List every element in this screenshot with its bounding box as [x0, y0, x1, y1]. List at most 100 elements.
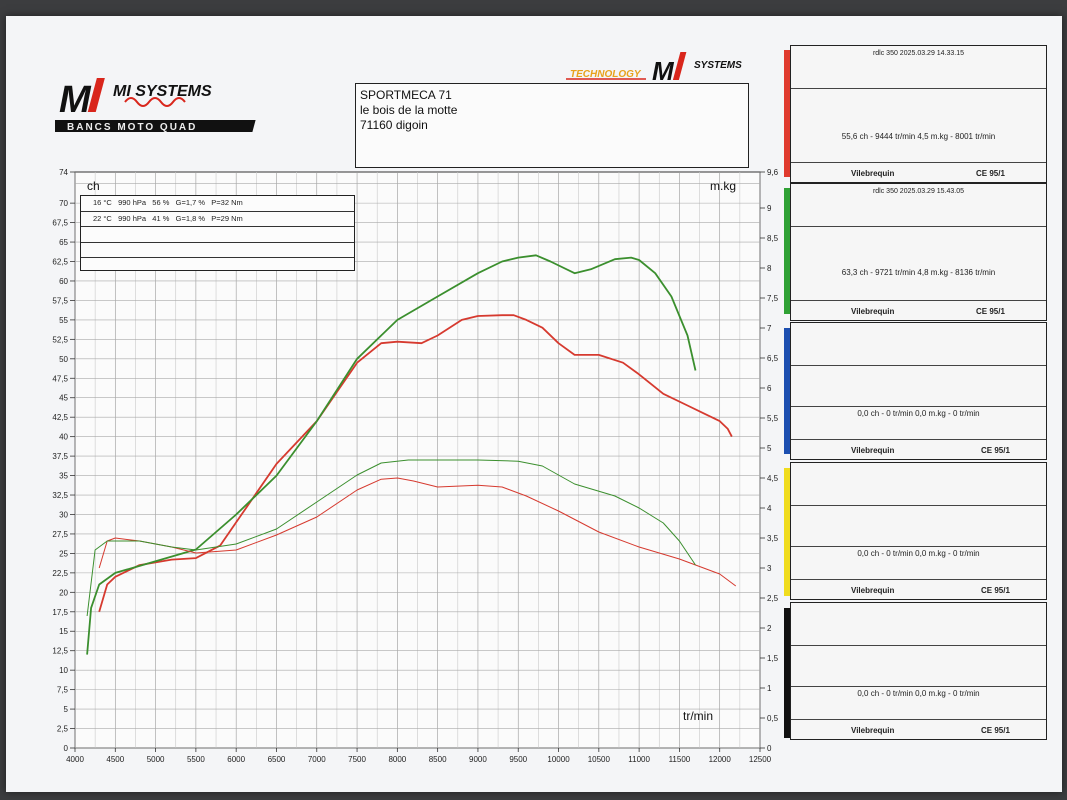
y-left-tick-label: 42,5: [52, 413, 68, 422]
y-left-tick-label: 17,5: [52, 608, 68, 617]
svg-text:M: M: [59, 79, 92, 121]
norm-label: CE 95/1: [981, 446, 1010, 455]
y-right-tick-label: 5,5: [767, 414, 779, 423]
x-tick-label: 11000: [628, 755, 650, 764]
y-left-tick-label: 70: [59, 199, 68, 208]
y-left-tick-label: 45: [59, 394, 68, 403]
run-color-strip-yellow: [784, 468, 792, 596]
run-header: rdlc 350 2025.03.29 14.33.15: [872, 50, 965, 57]
y-right-tick-label: 2: [767, 624, 772, 633]
y-left-tick-label: 50: [59, 355, 68, 364]
x-tick-label: 7500: [348, 755, 366, 764]
run-values: 63,3 ch - 9721 tr/min 4,8 m.kg - 8136 tr…: [841, 268, 996, 277]
run-header: rdlc 350 2025.03.29 15.43.05: [872, 188, 965, 195]
x-tick-label: 9000: [469, 755, 487, 764]
meteo-row: 22 °C 990 hPa 41 % G=1,8 % P=29 Nm: [81, 212, 354, 227]
address-line-1: SPORTMECA 71: [360, 88, 452, 102]
y-left-tick-label: 2,5: [57, 725, 69, 734]
y-right-tick-label: 2,5: [767, 594, 779, 603]
left-axis-label: ch: [87, 179, 100, 193]
norm-label: CE 95/1: [976, 307, 1005, 316]
svg-text:BANCS MOTO QUAD: BANCS MOTO QUAD: [67, 122, 197, 133]
y-right-tick-label: 1: [767, 684, 772, 693]
run-values: 0,0 ch - 0 tr/min 0,0 m.kg - 0 tr/min: [857, 689, 980, 698]
meteo-row: 16 °C 990 hPa 56 % G=1,7 % P=32 Nm: [81, 196, 354, 212]
y-right-tick-label: 6,5: [767, 354, 779, 363]
run-values: 0,0 ch - 0 tr/min 0,0 m.kg - 0 tr/min: [857, 549, 980, 558]
run-color-strip-red: [784, 50, 792, 177]
norm-label: CE 95/1: [981, 726, 1010, 735]
x-tick-label: 10500: [588, 755, 611, 764]
y-right-tick-label: 6: [767, 384, 772, 393]
y-left-tick-label: 15: [59, 627, 68, 636]
crank-label: Vilebrequin: [851, 586, 895, 595]
y-right-tick-label: 4: [767, 504, 772, 513]
meteo-row: [81, 227, 354, 243]
svg-text:TECHNOLOGY: TECHNOLOGY: [570, 69, 642, 80]
run-panel-2: rdlc 350 2025.03.29 15.43.05 63,3 ch - 9…: [790, 183, 1047, 321]
y-right-tick-label: 9,6: [767, 168, 779, 177]
run-footer: Vilebrequin CE 95/1: [791, 579, 1046, 599]
y-left-tick-label: 62,5: [52, 258, 68, 267]
x-tick-label: 7000: [308, 755, 326, 764]
y-left-tick-label: 40: [59, 433, 68, 442]
y-right-tick-label: 1,5: [767, 654, 779, 663]
run-footer: Vilebrequin CE 95/1: [791, 162, 1046, 182]
y-right-tick-label: 0: [767, 744, 772, 753]
customer-address-box: SPORTMECA 71 le bois de la motte 71160 d…: [355, 83, 749, 168]
y-left-tick-label: 55: [59, 316, 68, 325]
meteo-row: [81, 243, 354, 258]
y-left-tick-label: 7,5: [57, 686, 69, 695]
run-panel-4: 0,0 ch - 0 tr/min 0,0 m.kg - 0 tr/min Vi…: [790, 462, 1047, 600]
svg-text:MI SYSTEMS: MI SYSTEMS: [113, 83, 212, 100]
y-left-tick-label: 5: [64, 705, 69, 714]
run-footer: Vilebrequin CE 95/1: [791, 719, 1046, 739]
run-panel-1: rdlc 350 2025.03.29 14.33.15 55,6 ch - 9…: [790, 45, 1047, 183]
series-line-power-1: [86, 254, 697, 655]
run-panel-5: 0,0 ch - 0 tr/min 0,0 m.kg - 0 tr/min Vi…: [790, 602, 1047, 740]
series-line-power-0: [98, 314, 733, 613]
y-left-tick-label: 60: [59, 277, 68, 286]
y-left-tick-label: 67,5: [52, 219, 68, 228]
y-left-tick-label: 0: [64, 744, 69, 753]
x-tick-label: 4000: [66, 755, 84, 764]
y-left-tick-label: 22,5: [52, 569, 68, 578]
y-right-tick-label: 4,5: [767, 474, 779, 483]
x-tick-label: 6500: [268, 755, 286, 764]
y-left-tick-label: 27,5: [52, 530, 68, 539]
run-panel-3: 0,0 ch - 0 tr/min 0,0 m.kg - 0 tr/min Vi…: [790, 322, 1047, 460]
x-tick-label: 10000: [547, 755, 570, 764]
y-left-tick-label: 65: [59, 238, 68, 247]
svg-text:M: M: [652, 56, 675, 86]
x-tick-label: 12500: [749, 755, 772, 764]
y-left-tick-label: 30: [59, 510, 68, 519]
run-footer: Vilebrequin CE 95/1: [791, 439, 1046, 459]
y-right-tick-label: 7: [767, 324, 772, 333]
crank-label: Vilebrequin: [851, 446, 895, 455]
run-color-strip-green: [784, 188, 792, 314]
meteo-conditions-table: 16 °C 990 hPa 56 % G=1,7 % P=32 Nm 22 °C…: [80, 195, 355, 271]
x-tick-label: 11500: [669, 755, 691, 764]
x-tick-label: 4500: [106, 755, 124, 764]
run-values: 0,0 ch - 0 tr/min 0,0 m.kg - 0 tr/min: [857, 409, 980, 418]
x-tick-label: 8000: [388, 755, 406, 764]
x-tick-label: 5000: [147, 755, 165, 764]
y-left-tick-label: 57,5: [52, 296, 68, 305]
mi-systems-logo-right: TECHNOLOGY M SYSTEMS: [566, 52, 742, 86]
right-axis-label: m.kg: [710, 179, 736, 193]
y-right-tick-label: 0,5: [767, 714, 779, 723]
norm-label: CE 95/1: [976, 169, 1005, 178]
address-line-3: 71160 digoin: [360, 118, 428, 132]
series-line-torque-3: [86, 459, 696, 617]
y-left-tick-label: 10: [59, 666, 68, 675]
y-right-tick-label: 3: [767, 564, 772, 573]
y-right-tick-label: 9: [767, 204, 772, 213]
crank-label: Vilebrequin: [851, 307, 895, 316]
x-tick-label: 6000: [227, 755, 245, 764]
svg-text:SYSTEMS: SYSTEMS: [694, 60, 742, 71]
x-tick-label: 12000: [709, 755, 732, 764]
y-left-tick-label: 25: [59, 549, 68, 558]
norm-label: CE 95/1: [981, 586, 1010, 595]
meteo-row: [81, 258, 354, 273]
crank-label: Vilebrequin: [851, 726, 895, 735]
